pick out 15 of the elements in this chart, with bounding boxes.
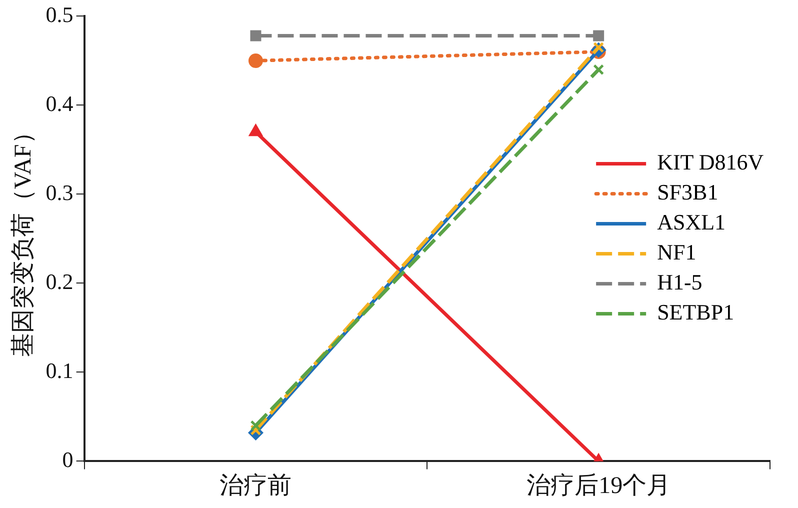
y-tick-label: 0.5 [46,2,74,27]
legend-label: H1-5 [657,269,702,294]
y-tick-label: 0.1 [46,358,74,383]
x-tick-label: 治疗后19个月 [526,472,671,499]
y-axis-title: 基因突变负荷（VAF） [10,120,37,358]
legend-label: NF1 [657,239,696,264]
y-tick-label: 0 [62,446,74,472]
legend-label: SF3B1 [657,179,718,204]
y-tick-label: 0.3 [46,180,74,205]
legend-label: SETBP1 [657,299,734,324]
legend-label: ASXL1 [657,209,726,234]
y-tick-label: 0.2 [46,268,74,294]
x-tick-label: 治疗前 [220,472,292,499]
y-tick-label: 0.4 [46,90,74,116]
legend-label: KIT D816V [657,149,764,174]
